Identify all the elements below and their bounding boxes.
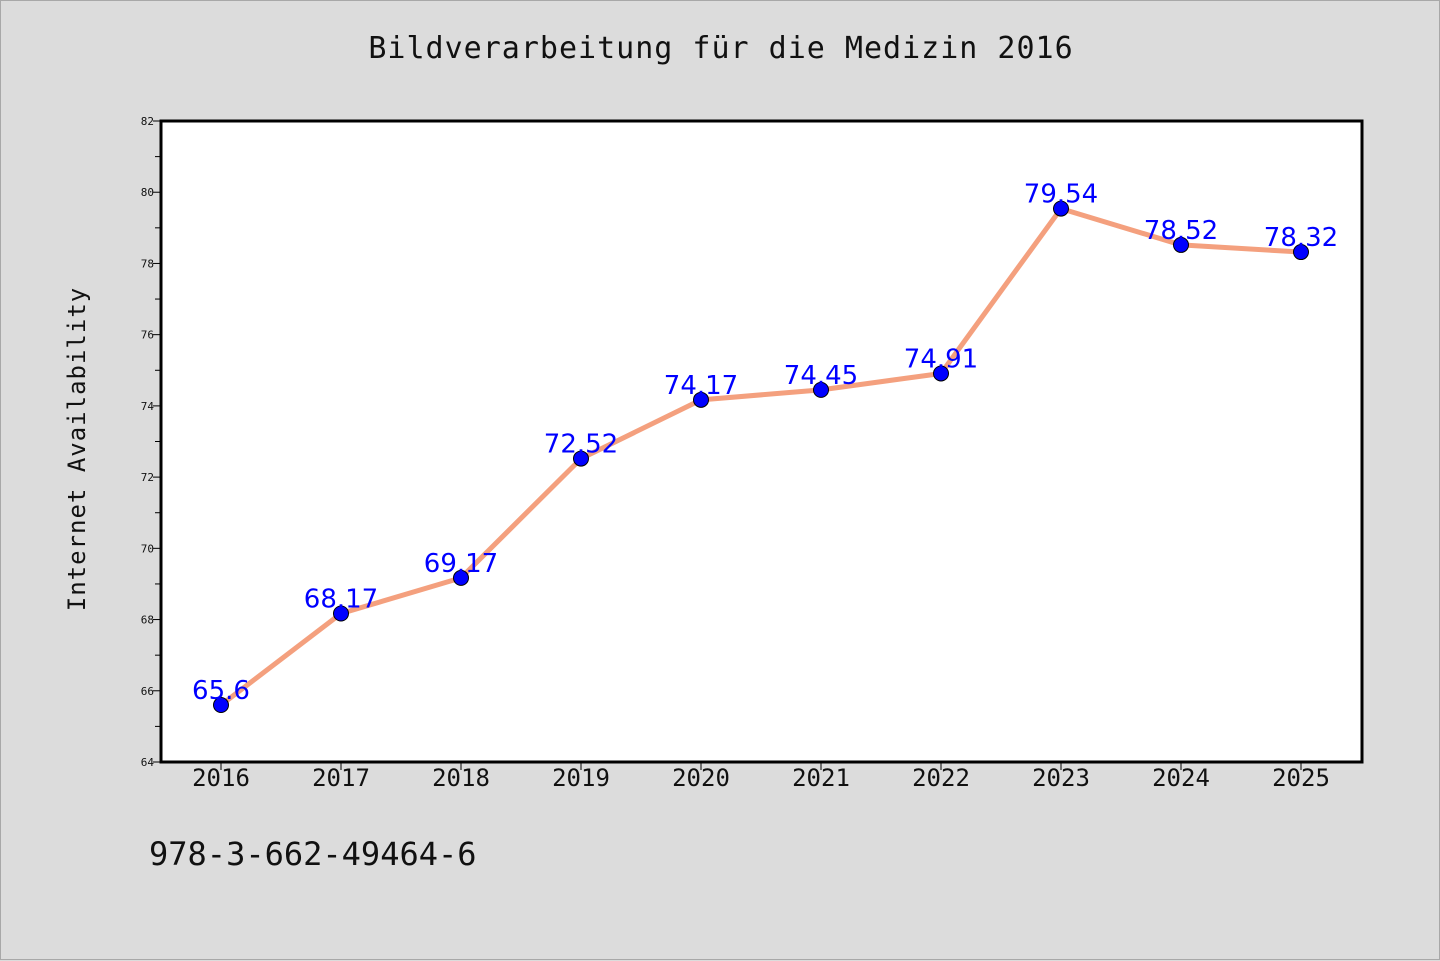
y-tick-label: 76	[141, 329, 154, 342]
data-label: 74.91	[904, 344, 978, 374]
x-axis: 2016 2017 2018 2019 2020 2021 2022 2023 2024 2025	[192, 762, 1330, 792]
data-point-marker	[933, 365, 949, 382]
series-line	[218, 206, 1304, 708]
data-label: 69.17	[424, 549, 498, 579]
data-point-marker	[1173, 236, 1189, 253]
x-tick-label: 2017	[312, 764, 370, 792]
footer-code: 978-3-662-49464-6	[149, 835, 477, 873]
data-point-marker	[1053, 200, 1069, 217]
data-label: 79.54	[1024, 180, 1098, 210]
data-label: 74.45	[784, 361, 858, 391]
data-label: 68.17	[304, 585, 378, 615]
data-label: 65.6	[192, 676, 250, 706]
y-tick-label: 66	[141, 685, 154, 698]
x-tick-label: 2024	[1152, 764, 1210, 792]
y-tick-label: 72	[141, 471, 154, 484]
y-tick-label: 64	[141, 756, 155, 769]
y-axis: 64 66 68 70 72 74 76 78 80 82	[141, 115, 161, 769]
x-tick-label: 2023	[1032, 764, 1090, 792]
y-tick-label: 82	[141, 115, 154, 128]
data-point-marker	[693, 391, 709, 408]
chart-title: Bildverarbeitung für die Medizin 2016	[368, 31, 1074, 66]
x-tick-label: 2019	[552, 764, 610, 792]
y-tick-label: 70	[141, 542, 154, 555]
data-label: 74.17	[664, 371, 738, 401]
data-point-marker	[453, 569, 469, 586]
y-tick-label: 74	[141, 400, 155, 413]
x-tick-label: 2022	[912, 764, 970, 792]
data-point-marker	[333, 605, 349, 622]
x-tick-label: 2021	[792, 764, 850, 792]
data-label: 72.52	[544, 430, 618, 460]
x-tick-label: 2016	[192, 764, 250, 792]
y-axis-title: Internet Availability	[63, 287, 91, 611]
data-point-marker	[1293, 244, 1309, 261]
data-point-marker	[573, 450, 589, 467]
y-tick-label: 78	[141, 257, 154, 270]
data-label: 78.52	[1144, 216, 1218, 246]
data-label: 78.32	[1264, 223, 1338, 253]
y-tick-label: 80	[141, 186, 154, 199]
series-layer: 65.6 68.17 69.17 72.52 74.17 74.45 74.91 79.54 7…	[192, 180, 1338, 714]
plot-area	[159, 119, 1364, 764]
x-tick-label: 2025	[1272, 764, 1330, 792]
y-tick-label: 68	[141, 614, 154, 627]
data-point-marker	[813, 381, 829, 398]
x-tick-label: 2020	[672, 764, 730, 792]
x-tick-label: 2018	[432, 764, 490, 792]
data-point-marker	[213, 697, 229, 714]
